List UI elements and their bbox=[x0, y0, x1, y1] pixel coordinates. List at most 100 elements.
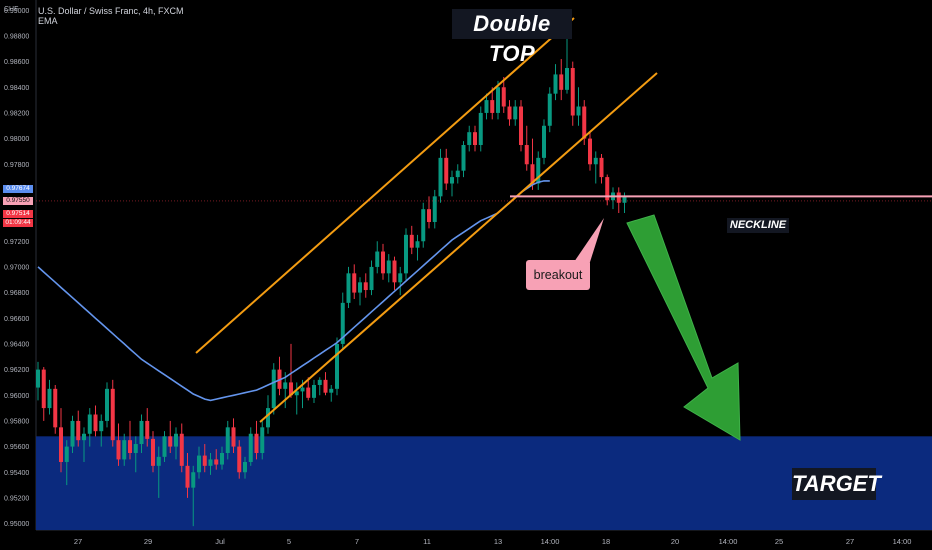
candle-body bbox=[461, 145, 466, 171]
candle bbox=[64, 440, 69, 486]
time-tick-label: 14:00 bbox=[541, 537, 560, 546]
candle bbox=[501, 76, 506, 113]
candle-body bbox=[570, 68, 575, 116]
candle bbox=[191, 465, 196, 527]
target-zone bbox=[36, 436, 932, 530]
candle bbox=[145, 408, 150, 447]
candle-body bbox=[64, 446, 69, 462]
candle bbox=[398, 266, 403, 296]
candle bbox=[185, 453, 190, 498]
candle bbox=[432, 189, 437, 229]
candle-body bbox=[208, 459, 213, 466]
candle bbox=[294, 382, 299, 415]
candle-body bbox=[553, 74, 558, 94]
candle bbox=[438, 148, 443, 203]
candle bbox=[611, 187, 615, 210]
candle-body bbox=[542, 125, 546, 158]
candle bbox=[312, 379, 316, 403]
candle bbox=[214, 449, 219, 470]
candle-body bbox=[151, 438, 155, 466]
candle bbox=[455, 164, 460, 184]
candle bbox=[375, 241, 380, 274]
candle-body bbox=[294, 391, 299, 396]
candle bbox=[93, 405, 98, 437]
indicator-label[interactable]: EMA bbox=[38, 16, 58, 26]
candle-body bbox=[421, 209, 426, 242]
candle bbox=[358, 277, 362, 306]
candle-body bbox=[404, 234, 408, 274]
candle-body bbox=[122, 440, 127, 460]
drawings bbox=[36, 17, 932, 441]
symbol-title[interactable]: U.S. Dollar / Swiss Franc, 4h, FXCM bbox=[38, 6, 184, 16]
candle-body bbox=[536, 157, 541, 184]
candle bbox=[473, 125, 477, 152]
candle-body bbox=[576, 106, 581, 116]
candle-body bbox=[513, 106, 518, 120]
candle bbox=[513, 100, 518, 126]
candle bbox=[277, 356, 282, 396]
candle bbox=[110, 379, 115, 447]
breakout-callout: breakout bbox=[526, 260, 590, 290]
candle bbox=[369, 260, 374, 296]
candle bbox=[461, 141, 466, 178]
neckline-label: NECKLINE bbox=[727, 218, 789, 233]
time-tick-label: 5 bbox=[287, 537, 291, 546]
candle bbox=[496, 80, 500, 120]
price-tick-label: 0.95800 bbox=[4, 418, 29, 425]
price-tick-label: 0.98600 bbox=[4, 59, 29, 66]
candle bbox=[271, 363, 276, 415]
candle-body bbox=[593, 157, 598, 165]
candle bbox=[306, 377, 311, 401]
candle-body bbox=[82, 433, 86, 441]
candle bbox=[128, 420, 132, 460]
countdown-tag: 01:09:44 bbox=[3, 219, 33, 227]
candle bbox=[237, 440, 242, 479]
candle-body bbox=[455, 170, 460, 178]
price-tick-label: 0.95400 bbox=[4, 470, 29, 477]
time-axis[interactable]: 27 29 Jul 5 7 11 13 14:00 18 20 14:00 25 27 14:00 bbox=[74, 537, 912, 546]
candle bbox=[41, 367, 46, 421]
candle-body bbox=[156, 456, 161, 466]
candle-body bbox=[266, 408, 270, 428]
candle-body bbox=[47, 388, 52, 409]
candle-body bbox=[438, 157, 443, 197]
candle-body bbox=[450, 177, 454, 184]
candle-body bbox=[174, 433, 178, 447]
candle-body bbox=[220, 453, 224, 465]
candle-body bbox=[179, 433, 184, 466]
candle-body bbox=[59, 427, 63, 462]
candle-body bbox=[70, 420, 75, 447]
time-tick-label: 14:00 bbox=[719, 537, 738, 546]
candle bbox=[553, 64, 558, 101]
candle-body bbox=[565, 68, 569, 90]
breakout-pointer bbox=[574, 218, 604, 262]
candle-body bbox=[473, 132, 477, 146]
candle-body bbox=[358, 282, 362, 293]
candle-body bbox=[93, 414, 98, 432]
candle-body bbox=[191, 472, 196, 488]
candle-body bbox=[36, 369, 40, 388]
candle bbox=[346, 266, 351, 308]
price-tick-label: 0.98800 bbox=[4, 33, 29, 40]
candle bbox=[197, 446, 201, 479]
candle bbox=[179, 423, 184, 473]
candle bbox=[363, 273, 368, 298]
candle bbox=[82, 427, 86, 462]
candle-body bbox=[599, 157, 604, 178]
candle bbox=[524, 125, 529, 171]
candle bbox=[335, 337, 339, 396]
candle bbox=[87, 408, 92, 447]
candle bbox=[444, 148, 449, 190]
candle-body bbox=[168, 436, 173, 447]
ema-line bbox=[37, 180, 550, 402]
candle bbox=[329, 384, 334, 402]
candle-body bbox=[237, 446, 242, 473]
candle-body bbox=[323, 379, 328, 393]
candle bbox=[427, 196, 431, 229]
candle-body bbox=[616, 192, 621, 203]
candle bbox=[467, 125, 472, 152]
candle bbox=[323, 372, 328, 396]
price-axis[interactable]: 0.95000 0.95200 0.95400 0.95600 0.95800 0.960… bbox=[4, 8, 29, 528]
time-tick-label: 27 bbox=[846, 537, 854, 546]
